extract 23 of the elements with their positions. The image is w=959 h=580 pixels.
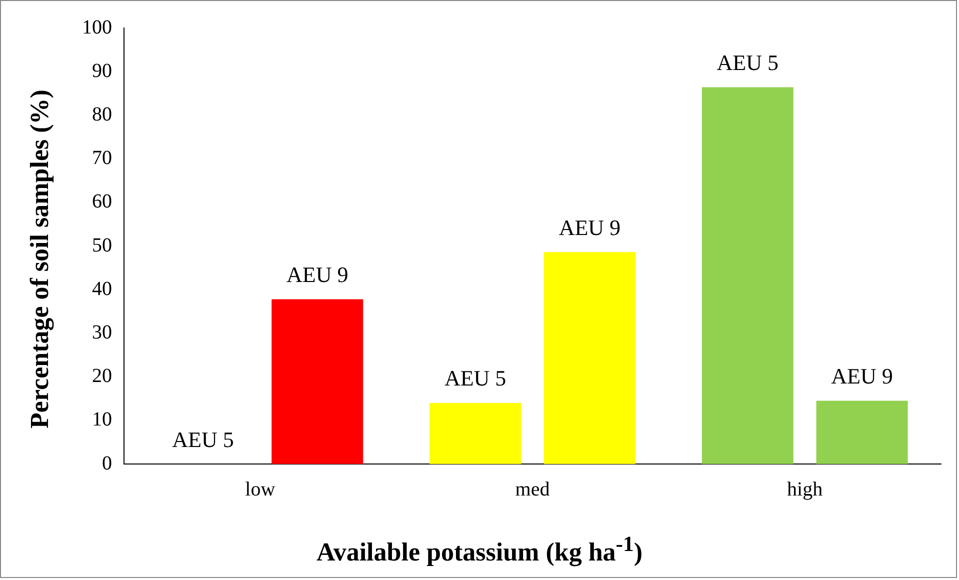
y-axis-title: Percentage of soil samples (%) [25,88,55,430]
y-tick-label: 70 [92,147,112,170]
y-tick-label: 0 [102,452,112,474]
text: AEU 5 [172,426,234,452]
y-tick-label: 20 [92,365,112,388]
y-tick-label: 10 [92,408,112,431]
x-tick-label: med [515,478,550,500]
series-label: AEU 9 [286,262,348,287]
series-label: AEU 5 [444,366,506,391]
x-axis-title: Available potassium (kg ha$^{-1}$) [315,532,644,568]
text: AEU 9 [558,214,621,240]
y-tick-label: 60 [92,190,112,213]
text: AEU 5 [716,50,779,76]
text: AEU 9 [831,364,893,389]
x-tick-label: low [245,478,276,500]
bar [272,299,364,464]
y-tick-label: 100 [82,16,112,38]
x-tick-label: high [787,478,823,500]
y-tick-label: 50 [92,234,112,256]
y-tick-label: 80 [92,103,112,126]
y-tick-label: 40 [92,278,112,300]
y-tick-label: 30 [92,321,112,344]
y-tick-label: 90 [92,60,112,82]
